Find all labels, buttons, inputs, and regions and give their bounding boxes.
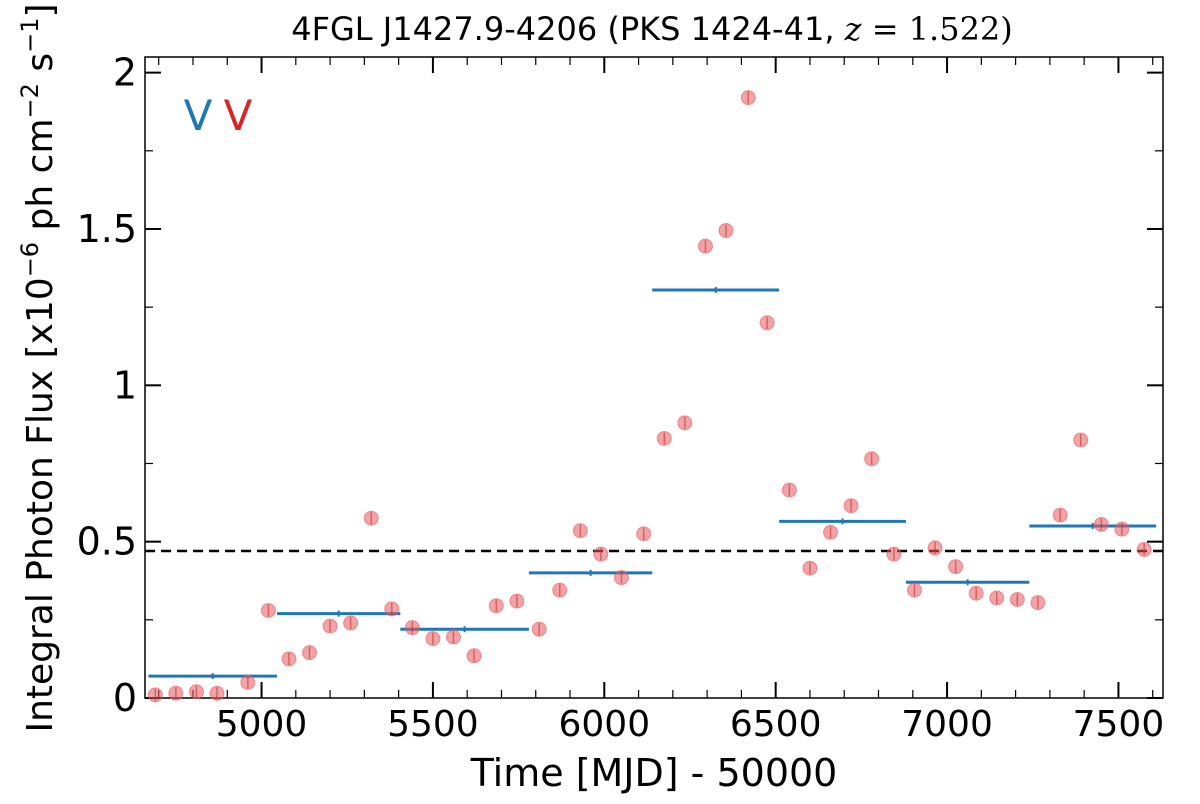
y-tick-label: 0.5 bbox=[77, 520, 137, 564]
y-tick-label: 2 bbox=[113, 51, 137, 95]
x-tick-label: 5000 bbox=[216, 704, 308, 745]
y-axis-label: Integral Photon Flux [x10−6 ph cm−2 s−1] bbox=[16, 3, 61, 732]
x-axis-label: Time [MJD] - 50000 bbox=[470, 751, 838, 795]
chart-title: 4FGL J1427.9-4206 (PKS 1424-41, z = 1.52… bbox=[291, 10, 1013, 48]
variability-marker: V bbox=[224, 91, 253, 140]
y-tick-label: 0 bbox=[113, 676, 137, 720]
x-tick-label: 6500 bbox=[730, 704, 822, 745]
variability-marker: V bbox=[184, 91, 213, 140]
y-tick-label: 1 bbox=[113, 363, 137, 407]
x-tick-label: 5500 bbox=[387, 704, 479, 745]
y-tick-label: 1.5 bbox=[77, 207, 137, 251]
plot-frame bbox=[144, 56, 1164, 699]
x-tick-label: 7500 bbox=[1073, 704, 1165, 745]
x-tick-label: 7000 bbox=[901, 704, 993, 745]
x-tick-label: 6000 bbox=[558, 704, 650, 745]
